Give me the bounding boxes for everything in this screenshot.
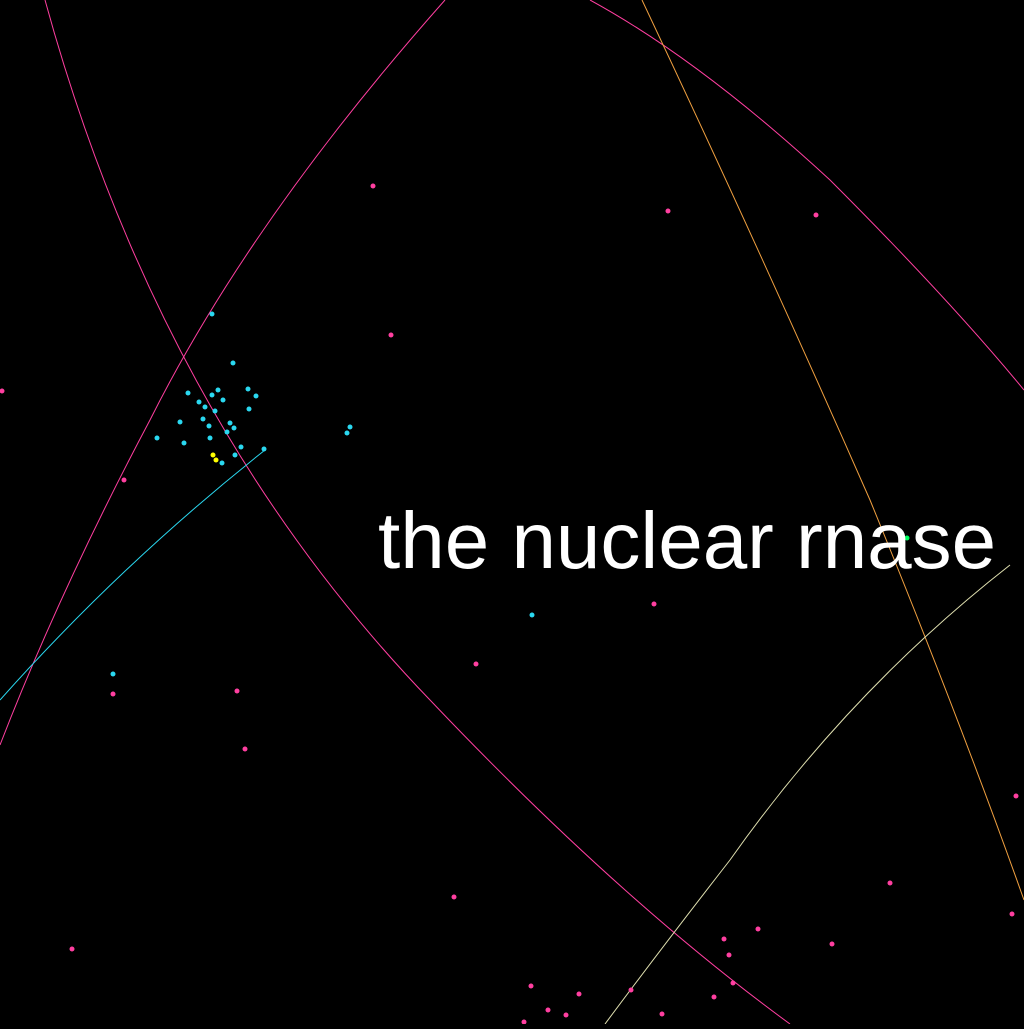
magenta-point bbox=[829, 941, 835, 947]
magenta-point bbox=[665, 208, 671, 214]
magenta-arc-1 bbox=[44, 0, 791, 1025]
cyan-point bbox=[246, 406, 252, 412]
yellow-point bbox=[213, 457, 219, 463]
cyan-point bbox=[224, 429, 230, 435]
magenta-point bbox=[69, 946, 75, 952]
magenta-point bbox=[110, 691, 116, 697]
magenta-point bbox=[721, 936, 727, 942]
magenta-point bbox=[563, 1012, 569, 1018]
cyan-point bbox=[231, 425, 237, 431]
magenta-point bbox=[726, 952, 732, 958]
magenta-point bbox=[242, 746, 248, 752]
magenta-point bbox=[755, 926, 761, 932]
cyan-point bbox=[227, 420, 233, 426]
magenta-point bbox=[388, 332, 394, 338]
cyan-point bbox=[245, 386, 251, 392]
cyan-point bbox=[232, 452, 238, 458]
magenta-point bbox=[659, 1011, 665, 1017]
magenta-point bbox=[234, 688, 240, 694]
magenta-point bbox=[521, 1019, 527, 1025]
cyan-point bbox=[181, 440, 187, 446]
magenta-point bbox=[121, 477, 127, 483]
magenta-point bbox=[887, 880, 893, 886]
pale-arc bbox=[604, 564, 1011, 1025]
orange-arc bbox=[641, 0, 1024, 901]
cyan-point bbox=[154, 435, 160, 441]
magenta-point bbox=[0, 388, 5, 394]
yellow-point bbox=[210, 452, 216, 458]
cyan-point bbox=[177, 419, 183, 425]
magenta-point bbox=[370, 183, 376, 189]
cyan-point bbox=[230, 360, 236, 366]
magenta-arc-2 bbox=[0, 0, 446, 746]
cyan-point bbox=[529, 612, 535, 618]
cyan-point bbox=[207, 435, 213, 441]
magenta-point bbox=[451, 894, 457, 900]
magenta-point bbox=[1013, 793, 1019, 799]
magenta-point bbox=[473, 661, 479, 667]
magenta-point bbox=[1009, 911, 1015, 917]
cyan-point bbox=[196, 399, 202, 405]
magenta-point bbox=[651, 601, 657, 607]
cyan-point bbox=[209, 311, 215, 317]
cyan-point bbox=[215, 387, 221, 393]
cyan-point bbox=[209, 392, 215, 398]
green-point bbox=[904, 535, 910, 541]
cyan-point bbox=[347, 424, 353, 430]
magenta-point bbox=[730, 980, 736, 986]
cyan-point bbox=[261, 446, 267, 452]
cyan-point bbox=[206, 423, 212, 429]
cyan-point bbox=[212, 408, 218, 414]
magenta-point bbox=[528, 983, 534, 989]
magenta-point bbox=[711, 994, 717, 1000]
cyan-point bbox=[219, 460, 225, 466]
magenta-arc-3 bbox=[589, 0, 1024, 391]
caption-text: the nuclear rnase bbox=[378, 496, 997, 585]
magenta-point-scatter bbox=[0, 183, 1019, 1025]
cyan-point bbox=[200, 416, 206, 422]
cyan-point bbox=[202, 404, 208, 410]
yellow-point-group bbox=[210, 452, 219, 463]
cyan-point bbox=[253, 393, 259, 399]
cyan-track bbox=[0, 449, 266, 701]
magenta-point bbox=[813, 212, 819, 218]
magenta-point bbox=[628, 987, 634, 993]
cyan-point bbox=[220, 397, 226, 403]
cyan-point bbox=[238, 444, 244, 450]
cyan-point-cluster bbox=[110, 311, 535, 677]
cyan-point bbox=[185, 390, 191, 396]
cyan-point bbox=[110, 671, 116, 677]
cyan-point bbox=[344, 430, 350, 436]
magenta-point bbox=[576, 991, 582, 997]
magenta-point bbox=[545, 1007, 551, 1013]
